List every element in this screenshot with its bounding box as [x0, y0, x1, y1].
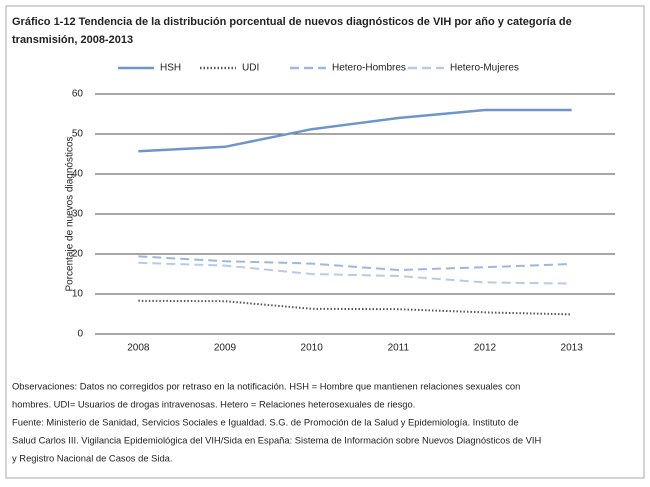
y-axis-label: Porcentaje de nuevos diagnósticos [65, 136, 76, 291]
note: Salud Carlos III. Vigilancia Epidemiológ… [12, 434, 541, 445]
x-tick-label: 2011 [388, 343, 410, 354]
legend-label: Hetero-Mujeres [450, 63, 519, 74]
x-tick-label: 2009 [214, 343, 237, 354]
y-tick-label: 50 [72, 129, 84, 140]
legend-label: HSH [160, 63, 181, 74]
chart-title: transmisión, 2008-2013 [12, 34, 133, 46]
y-tick-label: 60 [72, 89, 84, 100]
x-tick-label: 2013 [561, 343, 584, 354]
legend-label: Hetero-Hombres [332, 63, 406, 74]
note: Observaciones: Datos no corregidos por r… [12, 380, 520, 391]
frame [5, 5, 645, 479]
y-tick-label: 0 [77, 329, 83, 340]
chart-title: Gráfico 1-12 Tendencia de la distribució… [12, 16, 572, 28]
series-line [138, 108, 572, 153]
note: Fuente: Ministerio de Sanidad, Servicios… [12, 416, 519, 427]
y-tick-label: 40 [72, 169, 84, 180]
series-line [138, 255, 572, 272]
note: y Registro Nacional de Casos de Sida. [12, 452, 173, 463]
y-tick-label: 10 [72, 289, 84, 300]
series-line [138, 299, 572, 316]
x-tick-label: 2010 [301, 343, 324, 354]
y-tick-label: 30 [72, 209, 84, 220]
legend-label: UDI [242, 63, 259, 74]
x-tick-label: 2008 [127, 343, 150, 354]
series-line [138, 261, 572, 285]
y-tick-label: 20 [72, 249, 84, 260]
x-tick-label: 2012 [474, 343, 497, 354]
note: hombres. UDI= Usuarios de drogas intrave… [12, 398, 415, 409]
